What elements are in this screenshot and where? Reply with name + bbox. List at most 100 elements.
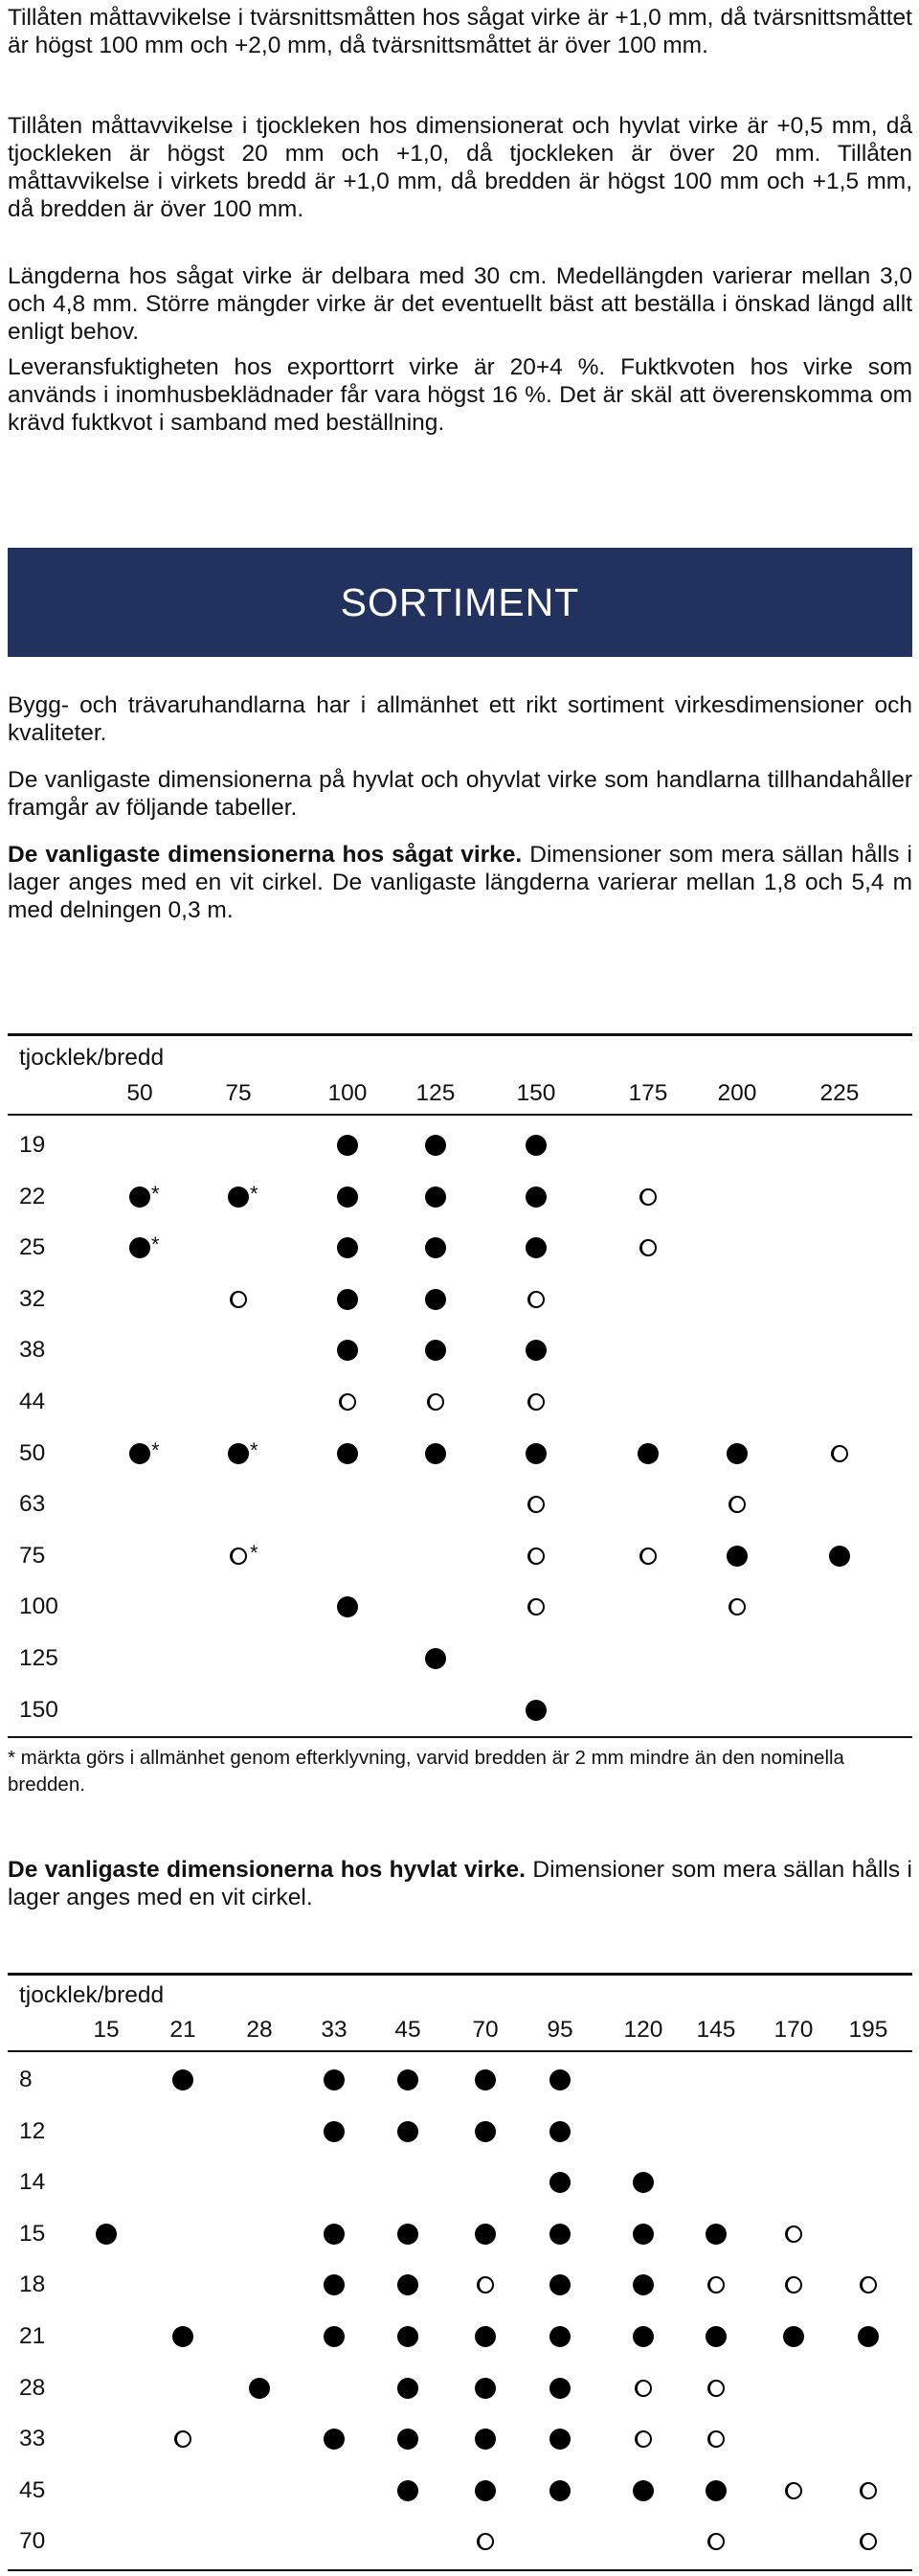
filled-circle-icon: [526, 1186, 547, 1208]
filled-circle-icon: [337, 1186, 358, 1208]
filled-circle-icon: [783, 2326, 804, 2347]
open-circle-icon: [427, 1393, 444, 1411]
filled-circle-icon: [475, 2479, 496, 2501]
filled-circle-icon: [228, 1186, 249, 1208]
filled-circle-icon: [337, 1340, 358, 1362]
planed-intro-paragraph: De vanligaste dimensionerna hos hyvlat v…: [8, 1856, 912, 1911]
filled-circle-icon: [172, 2069, 193, 2090]
filled-circle-icon: [172, 2326, 193, 2347]
footnote-asterisk: *: [250, 1437, 258, 1462]
table2-header-rule: [8, 2050, 912, 2052]
table1-bottom-rule: [8, 1736, 912, 1738]
sawn-dimensions-table: tjocklek/bredd 50 75 100 125 150 175 200 225 19 2…: [8, 1033, 912, 1742]
column-header-150: 150: [516, 1080, 556, 1106]
row-label-75: 75: [19, 1542, 46, 1569]
filled-circle-icon: [129, 1442, 150, 1464]
filled-circle-icon: [549, 2172, 571, 2194]
filled-circle-icon: [425, 1186, 446, 1208]
filled-circle-icon: [475, 2429, 496, 2451]
filled-circle-icon: [249, 2377, 270, 2399]
filled-circle-icon: [324, 2069, 345, 2090]
open-circle-icon: [785, 2225, 802, 2243]
open-circle-icon: [639, 1187, 657, 1206]
open-circle-icon: [831, 1444, 848, 1462]
column-header-100: 100: [327, 1080, 368, 1106]
filled-circle-icon: [549, 2326, 571, 2347]
filled-circle-icon: [337, 1442, 358, 1464]
filled-circle-icon: [425, 1237, 446, 1259]
filled-circle-icon: [475, 2377, 496, 2399]
filled-circle-icon: [475, 2120, 496, 2142]
filled-circle-icon: [638, 1442, 659, 1464]
filled-circle-icon: [549, 2069, 571, 2090]
open-circle-icon: [860, 2533, 877, 2551]
footnote-asterisk: *: [151, 1181, 160, 1206]
row-label-8: 8: [19, 2067, 33, 2092]
filled-circle-icon: [337, 1135, 358, 1156]
section-banner: SORTIMENT: [8, 548, 912, 657]
filled-circle-icon: [397, 2069, 418, 2090]
column-header-70: 70: [472, 2017, 499, 2043]
filled-circle-icon: [397, 2274, 418, 2296]
filled-circle-icon: [526, 1135, 547, 1156]
footnote-asterisk: *: [250, 1181, 258, 1206]
filled-circle-icon: [337, 1237, 358, 1259]
section-title: SORTIMENT: [340, 579, 580, 624]
filled-circle-icon: [526, 1340, 547, 1362]
row-label-14: 14: [19, 2169, 46, 2196]
open-circle-icon: [639, 1239, 657, 1257]
table1-header-rule: [8, 1114, 912, 1116]
footnote-asterisk: *: [151, 1232, 160, 1257]
row-label-45: 45: [19, 2476, 46, 2503]
tolerance-paragraph-1: Tillåten måttavvikelse i tvärsnittsmåtte…: [8, 5, 912, 58]
table2-bottom-rule: [8, 2569, 912, 2571]
open-circle-icon: [527, 1598, 545, 1616]
row-label-21: 21: [19, 2323, 46, 2349]
footnote-asterisk: *: [250, 1540, 258, 1565]
sawn-intro-paragraph: De vanligaste dimensionerna hos sågat vi…: [8, 841, 912, 924]
filled-circle-icon: [397, 2429, 418, 2451]
open-circle-icon: [477, 2533, 494, 2551]
column-header-95: 95: [547, 2017, 573, 2043]
filled-circle-icon: [425, 1135, 446, 1156]
column-header-50: 50: [126, 1080, 153, 1106]
open-circle-icon: [527, 1547, 545, 1565]
open-circle-icon: [860, 2481, 877, 2499]
filled-circle-icon: [706, 2479, 727, 2501]
filled-circle-icon: [337, 1288, 358, 1310]
filled-circle-icon: [858, 2326, 879, 2347]
filled-circle-icon: [324, 2429, 345, 2451]
row-label-63: 63: [19, 1491, 46, 1518]
filled-circle-icon: [549, 2120, 571, 2142]
filled-circle-icon: [425, 1288, 446, 1310]
row-label-25: 25: [19, 1234, 46, 1261]
row-label-125: 125: [19, 1645, 58, 1671]
sawn-intro-text: Dimensioner som mera sällan hålls i lage…: [8, 842, 912, 923]
planed-intro-heading: De vanligaste dimensionerna hos hyvlat v…: [8, 1857, 526, 1883]
column-header-45: 45: [394, 2017, 421, 2043]
filled-circle-icon: [706, 2223, 727, 2245]
open-circle-icon: [728, 1598, 746, 1616]
filled-circle-icon: [397, 2223, 418, 2245]
open-circle-icon: [339, 1393, 356, 1411]
row-label-15: 15: [19, 2220, 46, 2247]
column-header-145: 145: [696, 2017, 736, 2043]
open-circle-icon: [707, 2276, 725, 2294]
open-circle-icon: [707, 2379, 725, 2397]
filled-circle-icon: [129, 1237, 150, 1259]
filled-circle-icon: [549, 2274, 571, 2296]
row-label-33: 33: [19, 2426, 46, 2452]
filled-circle-icon: [475, 2069, 496, 2090]
open-circle-icon: [230, 1547, 247, 1565]
filled-circle-icon: [526, 1699, 547, 1721]
filled-circle-icon: [727, 1545, 748, 1567]
tolerance-paragraph-2: Tillåten måttavvikelse i tjockleken hos …: [8, 113, 912, 222]
filled-circle-icon: [475, 2326, 496, 2347]
column-header-75: 75: [225, 1080, 252, 1106]
filled-circle-icon: [727, 1442, 748, 1464]
filled-circle-icon: [549, 2479, 571, 2501]
filled-circle-icon: [633, 2274, 654, 2296]
open-circle-icon: [477, 2276, 494, 2294]
filled-circle-icon: [228, 1442, 249, 1464]
row-label-18: 18: [19, 2271, 46, 2298]
